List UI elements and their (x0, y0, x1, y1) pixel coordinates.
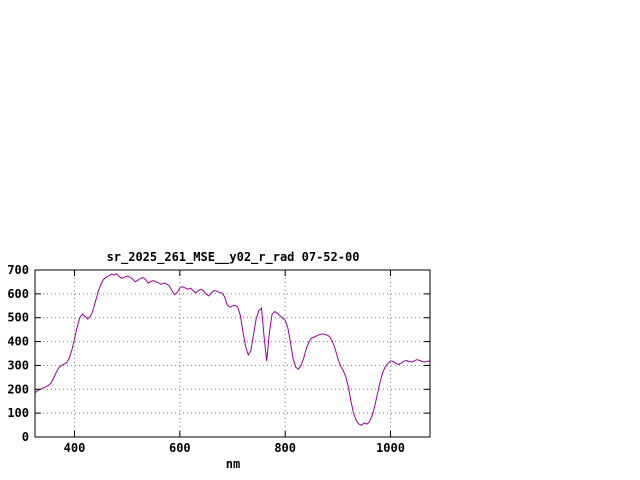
y-tick-label: 600 (7, 287, 29, 301)
y-tick-label: 500 (7, 311, 29, 325)
x-tick-label: 400 (64, 441, 86, 455)
x-tick-label: 1000 (376, 441, 405, 455)
y-tick-label: 0 (22, 430, 29, 444)
y-tick-label: 300 (7, 358, 29, 372)
y-tick-label: 100 (7, 406, 29, 420)
x-tick-label: 800 (274, 441, 296, 455)
y-tick-label: 400 (7, 335, 29, 349)
x-axis-label: nm (225, 457, 241, 471)
spectrum-line (34, 272, 431, 426)
y-tick-label: 200 (7, 382, 29, 396)
x-tick-label: 600 (169, 441, 191, 455)
y-tick-label: 700 (7, 263, 29, 277)
chart-title: sr_2025_261_MSE__y02_r_rad 07-52-00 (106, 250, 360, 264)
plot-border (34, 269, 431, 438)
